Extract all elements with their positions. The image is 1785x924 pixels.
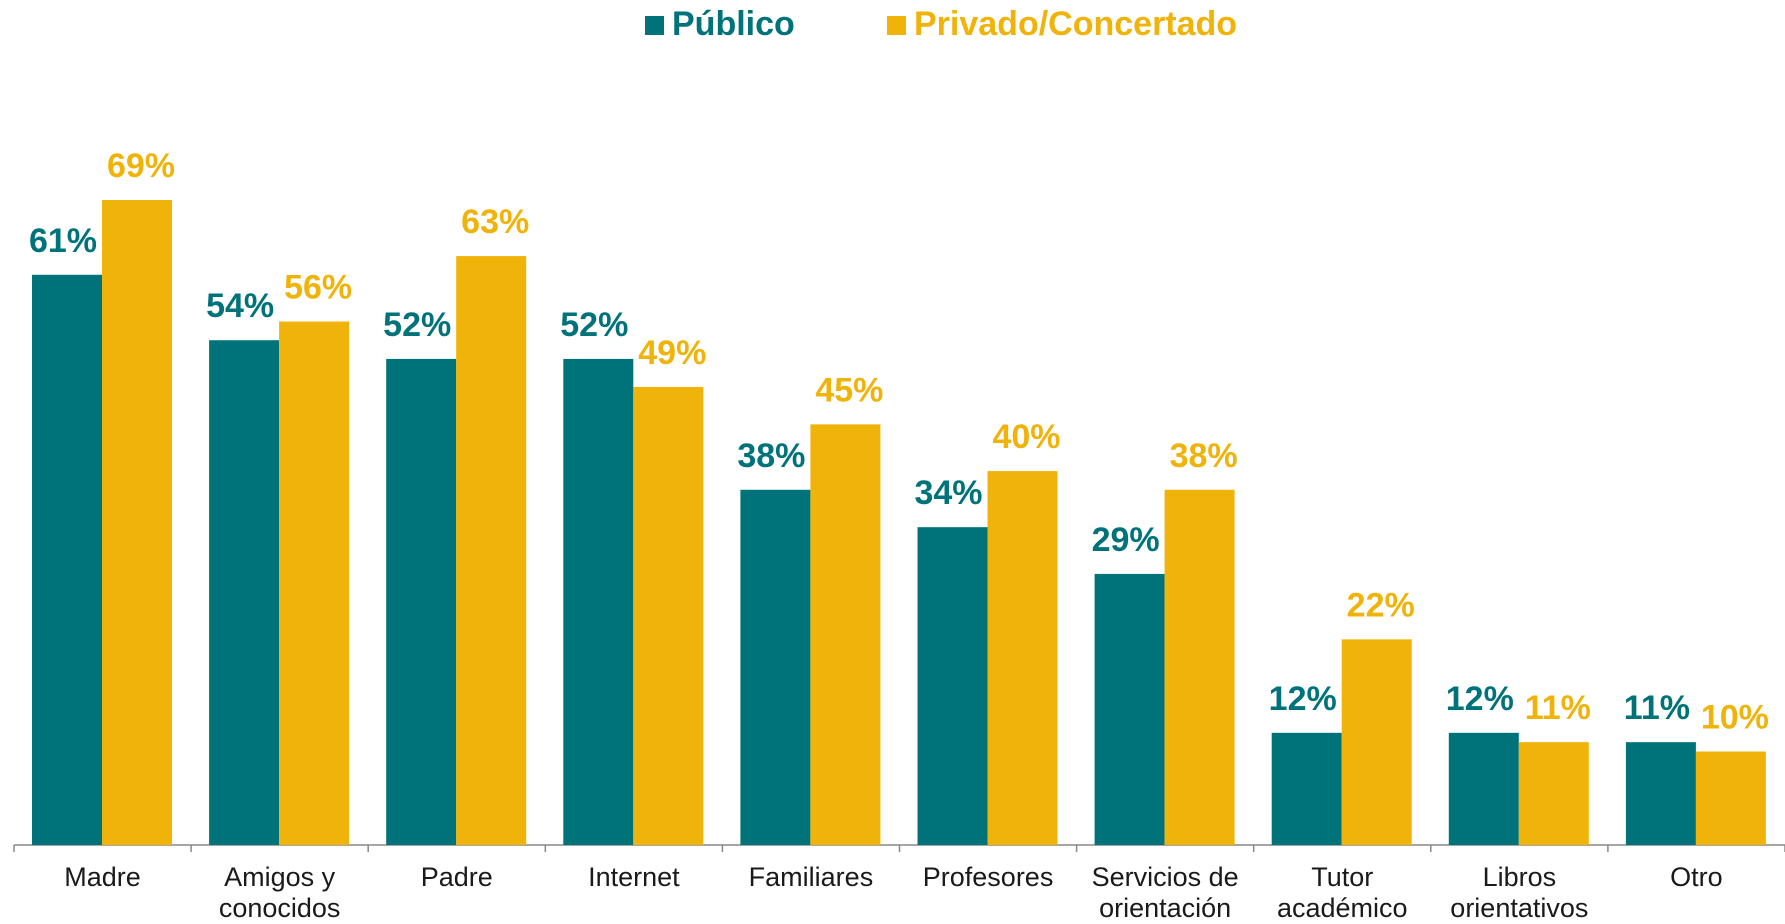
bar [1448, 732, 1519, 845]
data-label: 12% [1269, 680, 1337, 718]
bar [456, 256, 527, 846]
data-label: 11% [1624, 689, 1690, 727]
data-label: 38% [1170, 437, 1238, 475]
data-label: 49% [638, 334, 706, 372]
x-tick-label: Profesores [922, 862, 1054, 892]
bar [987, 471, 1058, 845]
data-label: 10% [1701, 699, 1769, 737]
legend-label: Público [672, 5, 795, 43]
data-label: 12% [1446, 680, 1514, 718]
x-tick-label: Amigos y conocidos [218, 862, 341, 923]
bar [740, 489, 811, 845]
bar [1094, 573, 1165, 845]
data-label: 61% [29, 222, 97, 260]
x-tick-label: Madre [64, 862, 141, 892]
data-label: 52% [383, 306, 451, 344]
x-tick-label: Padre [420, 862, 493, 892]
bar [1341, 639, 1412, 845]
legend-label: Privado/Concertado [914, 5, 1237, 43]
x-tick-label: Libros orientativos [1450, 862, 1589, 923]
bar [279, 321, 350, 845]
data-label: 54% [206, 287, 274, 325]
bar [32, 274, 102, 846]
bar [386, 358, 457, 845]
bar [209, 340, 280, 845]
x-tick-label: Servicios de orientación [1091, 862, 1239, 923]
bar [1518, 742, 1589, 845]
bar [633, 386, 704, 845]
data-label: 56% [284, 269, 352, 307]
x-tick-label: Tutor académico [1276, 862, 1408, 923]
bar [563, 358, 634, 845]
legend-swatch [887, 16, 906, 35]
data-label: 69% [107, 147, 175, 185]
data-label: 22% [1347, 586, 1415, 624]
bar [1164, 489, 1235, 845]
data-label: 38% [737, 437, 805, 475]
bar [1271, 732, 1342, 845]
bar [102, 200, 172, 845]
bar [1625, 742, 1696, 845]
bar [1695, 751, 1766, 845]
data-label: 40% [992, 418, 1060, 456]
data-label: 34% [914, 474, 982, 512]
data-label: 45% [815, 371, 883, 409]
bar [810, 424, 881, 845]
legend-swatch [645, 16, 664, 35]
bar [917, 527, 988, 845]
data-label: 52% [560, 306, 628, 344]
data-label: 11% [1525, 689, 1591, 727]
data-label: 29% [1092, 521, 1160, 559]
x-tick-label: Otro [1670, 862, 1723, 892]
x-tick-label: Internet [588, 862, 680, 892]
data-label: 63% [461, 203, 529, 241]
x-tick-label: Familiares [748, 862, 874, 892]
